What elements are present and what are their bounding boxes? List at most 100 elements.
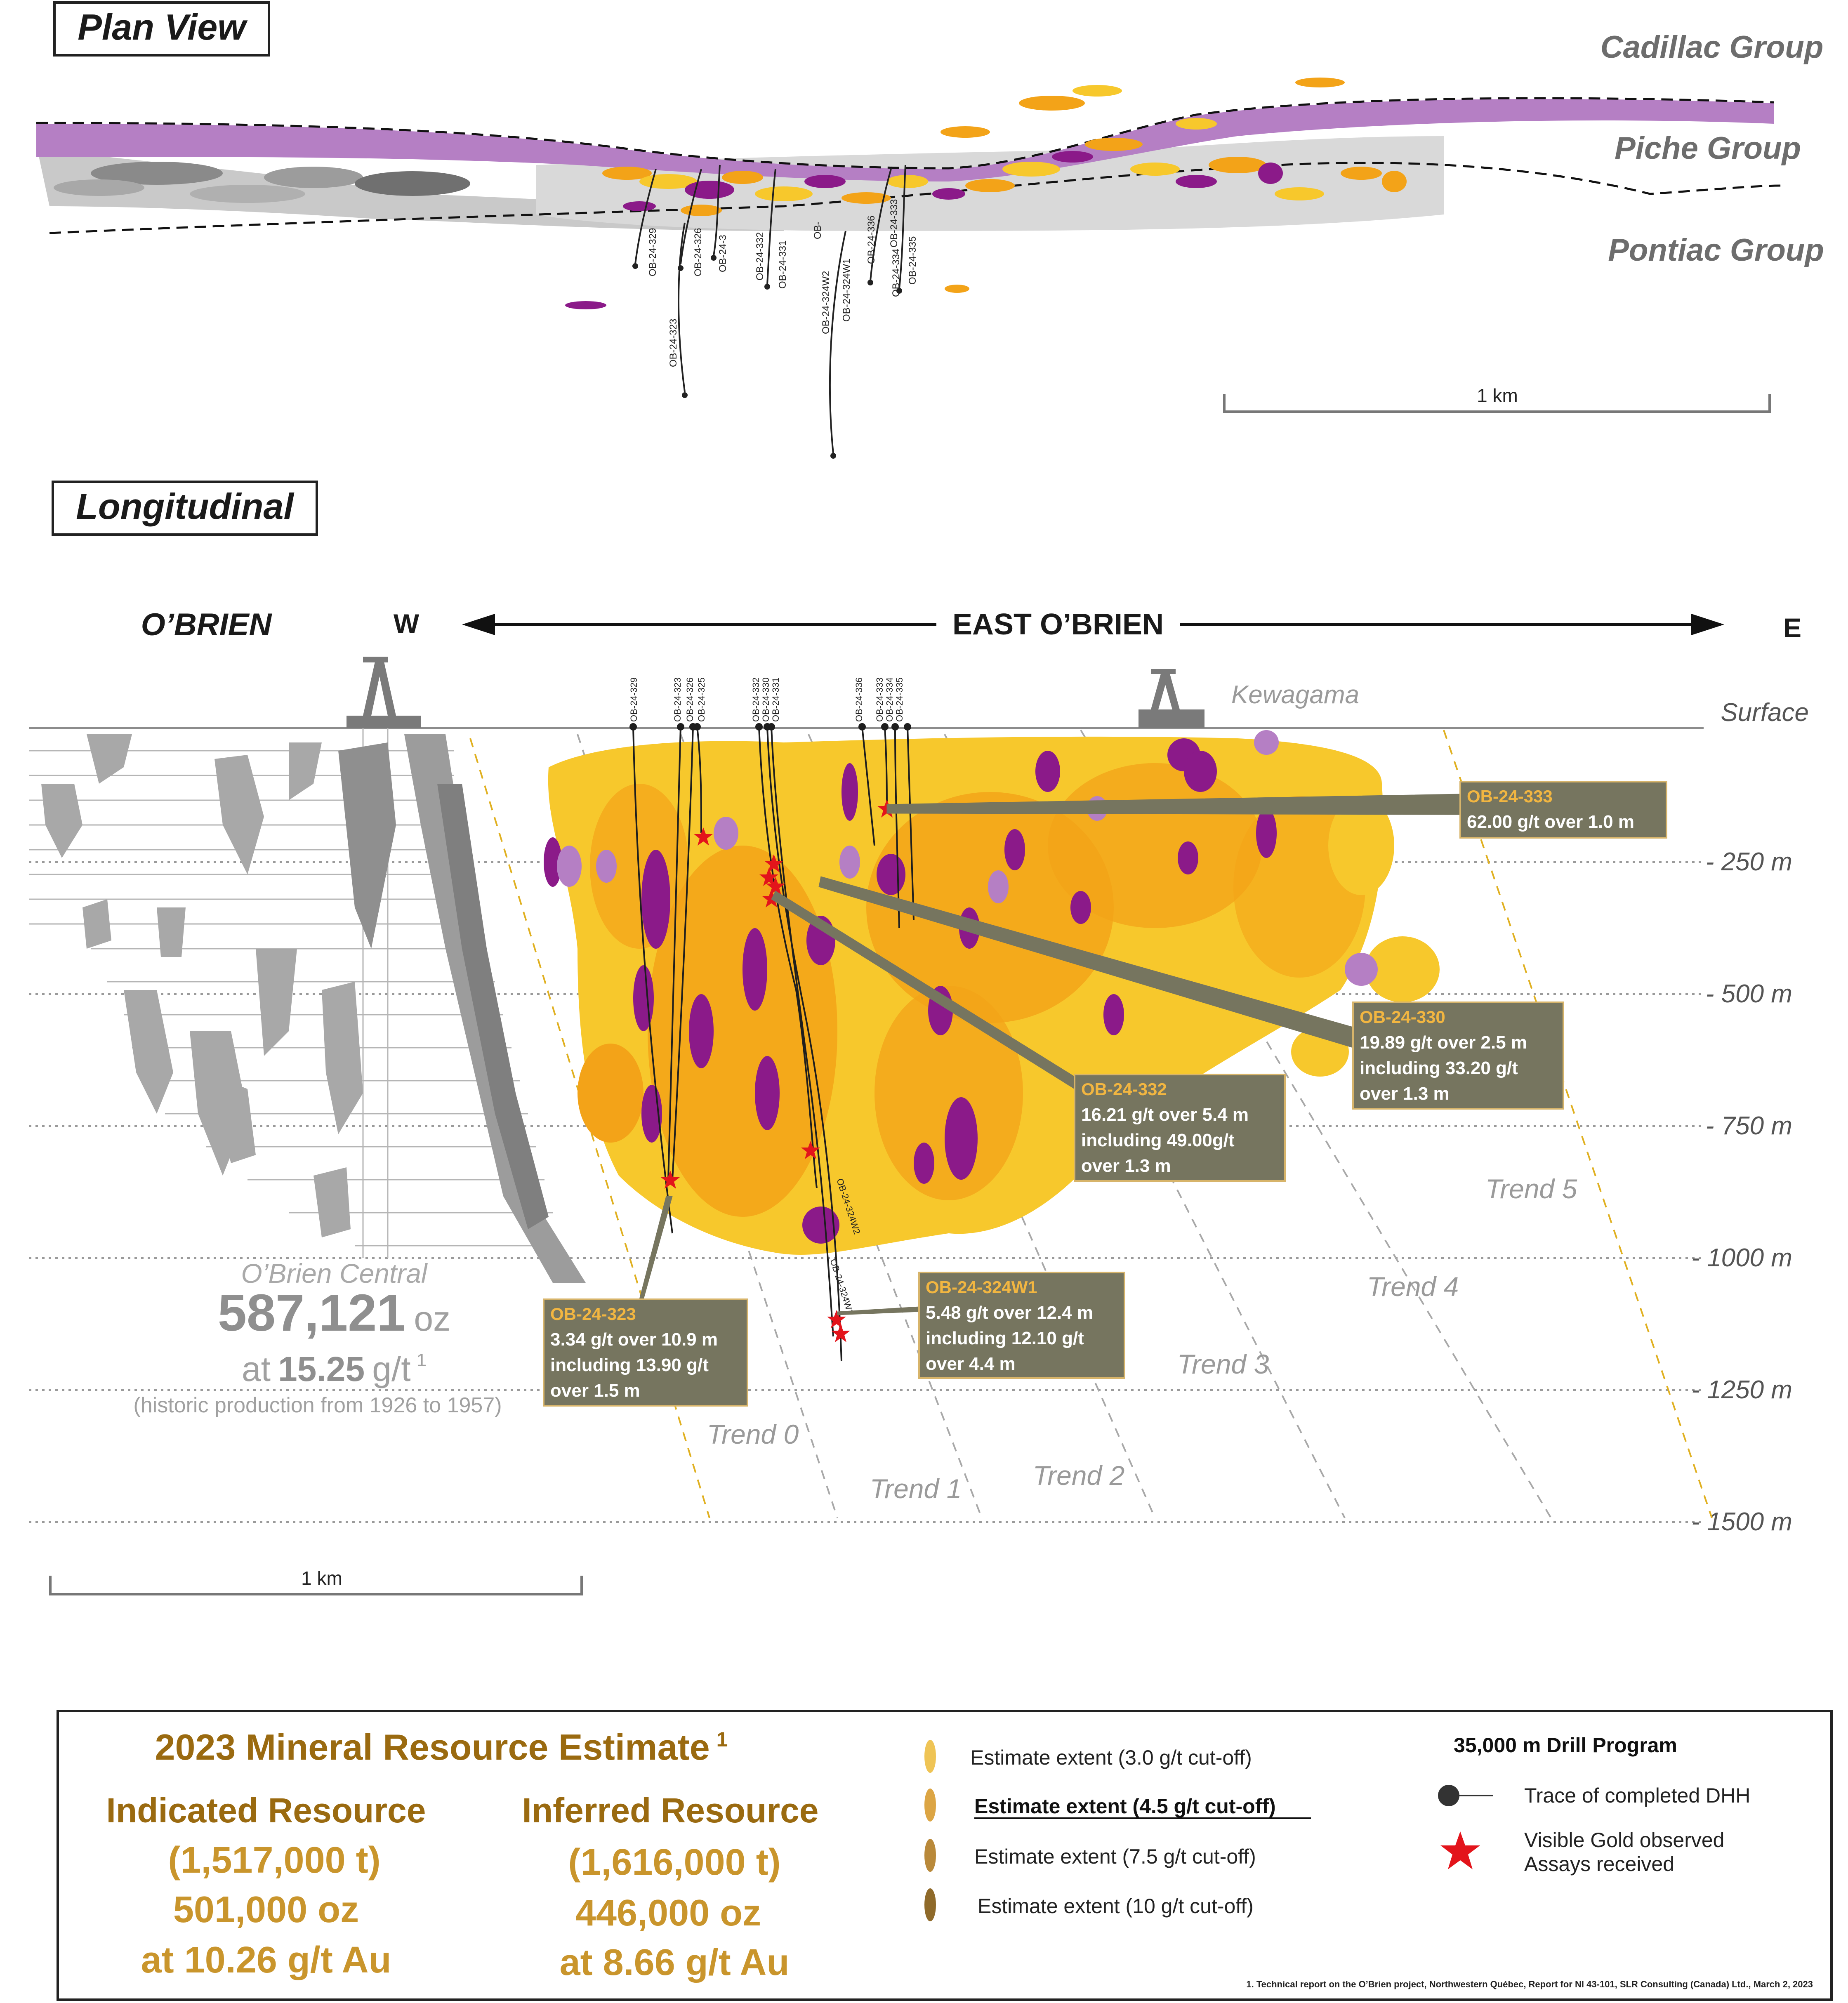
plan-view-title: Plan View [78, 7, 248, 47]
piche-band [36, 99, 1774, 181]
historic-footnote-mark: 1 [417, 1350, 427, 1370]
visible-gold-star-icon [766, 877, 785, 895]
plan-hole-label: OB-24-329 [647, 228, 658, 276]
cadillac-contact [36, 97, 1774, 170]
assays-received-label: Assays received [1524, 1852, 1674, 1876]
callout-line: including 12.10 g/t [926, 1328, 1084, 1348]
legend-swatch-10 [924, 1888, 936, 1921]
resource-title-text: 2023 Mineral Resource Estimate [155, 1727, 710, 1767]
plan-scale-bar [1223, 394, 1771, 413]
group-label-piche: Piche Group [1615, 131, 1801, 166]
kewagama-label: Kewagama [1231, 681, 1359, 709]
historic-period: (historic production from 1926 to 1957) [133, 1393, 502, 1417]
drill-trace [667, 726, 681, 1180]
plan-hole-label: OB-24-336 [866, 216, 877, 264]
resource-panel: 2023 Mineral Resource Estimate 1 Indicate… [57, 1710, 1833, 2001]
plan-drill-endpoints [632, 255, 902, 459]
depth-label: - 750 m [1706, 1112, 1792, 1140]
resource-title-mark: 1 [717, 1728, 728, 1751]
visible-gold-label: Visible Gold observed [1524, 1829, 1724, 1852]
resource-frame [57, 1710, 1833, 2001]
callout-title: OB-24-330 [1360, 1007, 1445, 1027]
callout-leaders [639, 794, 1461, 1315]
indicated-label: Indicated Resource [106, 1791, 426, 1830]
historic-grade-line: at 15.25 g/t 1 [242, 1350, 427, 1388]
group-label-pontiac: Pontiac Group [1608, 233, 1824, 268]
callout-line: 19.89 g/t over 2.5 m [1360, 1032, 1527, 1053]
callout-ob-24-323: OB-24-323 3.34 g/t over 10.9 m including… [543, 1298, 748, 1407]
historic-grade: 15.25 [278, 1350, 365, 1388]
plan-hole-label: OB-24-326 [693, 228, 704, 276]
trend-label: Trend 5 [1485, 1174, 1577, 1204]
drill-trace [758, 726, 818, 1188]
longitudinal-section: Longitudinal O’BRIEN W E EAST O’BRIEN Su… [29, 481, 1809, 1595]
legend-item-highlighted: Estimate extent (4.5 g/t cut-off) [974, 1795, 1276, 1818]
trend-label: Trend 4 [1367, 1271, 1459, 1302]
drill-traces [632, 726, 915, 1362]
callout-title: OB-24-332 [1081, 1079, 1167, 1099]
plan-hole-label: OB-24-335 [907, 236, 918, 285]
callout-ob-24-333: OB-24-333 62.00 g/t over 1.0 m [1459, 781, 1667, 839]
callout-line: including 33.20 g/t [1360, 1058, 1518, 1078]
historic-oz-unit: oz [414, 1299, 450, 1338]
depth-label: - 1250 m [1691, 1376, 1792, 1404]
footnote: 1. Technical report on the O’Brien proje… [1246, 1979, 1813, 1989]
visible-gold-star-icon [759, 868, 778, 886]
historic-name: O’Brien Central [241, 1258, 428, 1289]
legend-item: Estimate extent (3.0 g/t cut-off) [970, 1746, 1252, 1769]
plan-mineral-lenses [565, 78, 1407, 309]
historic-ounces-line: 587,121 oz [218, 1284, 450, 1342]
visible-gold-star-icon [694, 827, 713, 846]
legend-swatch-3-0 [924, 1740, 936, 1773]
visible-gold-star-icon [764, 854, 783, 872]
group-label-cadillac: Cadillac Group [1600, 30, 1824, 65]
collar-hole-label: OB-24-331 [771, 677, 781, 722]
long-scale-bar [49, 1576, 583, 1595]
plan-hole-label: OB-24-323 [668, 319, 679, 367]
historic-ounces: 587,121 [218, 1284, 405, 1342]
inferred-tonnes: (1,616,000 t) [568, 1842, 780, 1883]
callout-line: over 1.3 m [1360, 1084, 1450, 1104]
visible-gold-legend-star-icon [1440, 1831, 1480, 1869]
callout-title: OB-24-333 [1467, 787, 1553, 806]
historic-workings [29, 728, 586, 1283]
west-label: W [394, 608, 420, 639]
plan-hole-label: OB-24-332 [754, 232, 766, 280]
collar-hole-label: OB-24-326 [685, 677, 695, 722]
collar-hole-label: OB-24-325 [696, 677, 707, 722]
callout-line: over 1.5 m [550, 1381, 640, 1401]
plan-hole-label: OB-24-334 [891, 249, 902, 297]
plan-drill-traces [634, 165, 906, 454]
collar-hole-label: OB-24-323 [672, 677, 683, 722]
depth-gridlines [29, 861, 1704, 1523]
drill-trace-label: Trace of completed DHH [1524, 1784, 1750, 1807]
drill-trace [766, 726, 842, 1362]
obrien-headframe-icon [346, 657, 421, 728]
east-label: E [1783, 613, 1801, 643]
trend-label: Trend 0 [707, 1419, 799, 1449]
historic-at: at [242, 1350, 271, 1388]
surface-label: Surface [1721, 698, 1809, 727]
callout-line: 5.48 g/t over 12.4 m [926, 1303, 1093, 1323]
indicated-grade: at 10.26 g/t Au [141, 1939, 391, 1981]
historic-grade-unit: g/t [372, 1350, 410, 1388]
drill-trace [672, 726, 694, 1180]
collar-hole-label: OB-24-335 [894, 677, 905, 722]
plan-view: Plan View [36, 1, 1824, 459]
drill-trace [771, 726, 834, 1337]
direction-arrow [462, 614, 1724, 635]
indicated-tonnes: (1,517,000 t) [168, 1840, 380, 1881]
drill-trace [907, 726, 915, 920]
indicated-ounces: 501,000 oz [173, 1889, 359, 1930]
legend-item: Estimate extent (7.5 g/t cut-off) [974, 1845, 1256, 1868]
deep-hole-label: OB-24-324W1 [828, 1258, 856, 1316]
depth-label: - 250 m [1706, 848, 1792, 876]
collar-hole-label: OB-24-336 [854, 677, 864, 722]
plan-hole-label: OB-24-324W1 [841, 259, 852, 322]
long-scale-label: 1 km [301, 1567, 342, 1589]
plan-scale-label: 1 km [1477, 385, 1518, 406]
drill-trace [861, 726, 875, 846]
collar-hole-label: OB-24-330 [761, 677, 771, 722]
drill-trace [894, 726, 900, 928]
